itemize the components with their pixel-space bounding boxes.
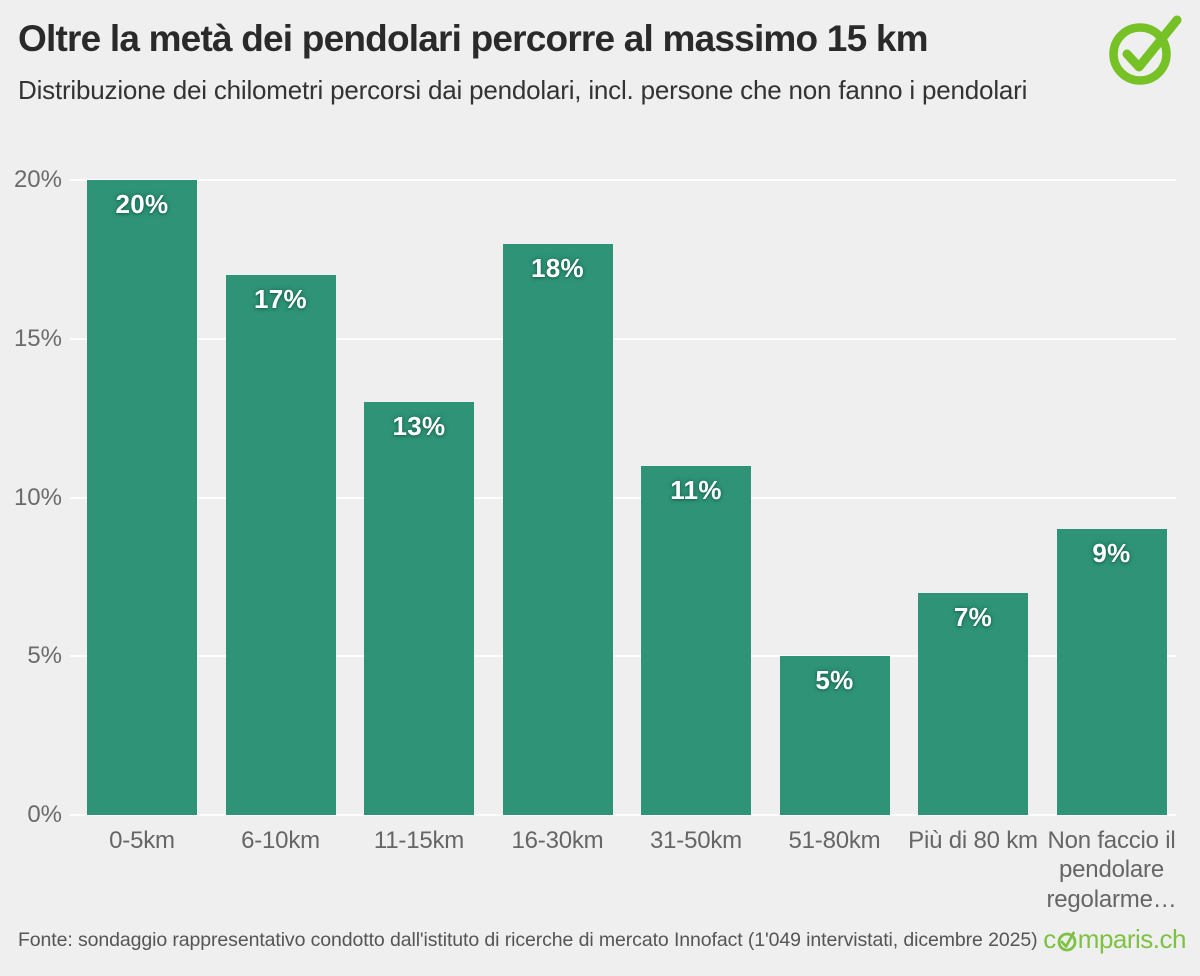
gridline <box>70 814 1176 816</box>
gridline <box>70 179 1176 181</box>
bar-31-50km: 11% <box>641 465 751 815</box>
comparis-logo[interactable]: c mparis.ch <box>1043 924 1186 955</box>
chart-subtitle: Distribuzione dei chilometri percorsi da… <box>18 74 1028 105</box>
bar-value-label: 9% <box>1092 538 1131 569</box>
bar-51-80km: 5% <box>779 656 890 815</box>
x-axis-label: Non faccio il pendolare regolarme… <box>1046 827 1177 913</box>
bar-11-15km: 13% <box>364 402 474 815</box>
bar-value-label: 20% <box>115 189 169 219</box>
bar-value-label: 7% <box>953 601 993 632</box>
bar-value-label: 17% <box>254 284 307 315</box>
x-axis-label: Più di 80 km <box>908 827 1038 854</box>
x-axis-label: 11-15km <box>373 827 465 854</box>
source-note: Fonte: sondaggio rappresentativo condott… <box>18 929 1038 951</box>
x-axis-label: 0-5km <box>109 827 175 854</box>
chart-title: Oltre la metà dei pendolari percorre al … <box>18 18 929 59</box>
gridline <box>70 655 1176 658</box>
x-axis-label: 16-30km <box>511 827 604 854</box>
bar-pi-di-80-km: 7% <box>918 592 1028 815</box>
x-axis-label: 6-10km <box>241 827 320 854</box>
bar-16-30km: 18% <box>502 243 613 815</box>
y-axis-tick-label: 15% <box>13 324 62 352</box>
bar-non-faccio-il-pendolare-regolarme-: 9% <box>1056 529 1167 815</box>
gridline <box>70 337 1176 340</box>
y-axis-tick-label: 5% <box>27 642 62 670</box>
y-axis-tick-label: 10% <box>13 483 62 511</box>
bar-0-5km: 20% <box>87 180 197 815</box>
gridline <box>70 496 1176 499</box>
y-axis-tick-label: 0% <box>27 801 62 828</box>
comparis-logo-suffix: mparis.ch <box>1077 924 1187 954</box>
comparis-logo-prefix: c <box>1043 924 1056 954</box>
y-axis-tick-label: 20% <box>13 166 62 193</box>
x-axis-label: 51-80km <box>788 827 881 854</box>
x-axis-label: 31-50km <box>650 827 742 854</box>
bar-value-label: 13% <box>392 411 446 442</box>
bar-value-label: 5% <box>815 665 854 696</box>
bar-value-label: 11% <box>670 474 722 505</box>
check-circle-icon <box>1108 10 1188 93</box>
bar-6-10km: 17% <box>225 275 336 815</box>
bar-value-label: 18% <box>531 252 584 283</box>
comparis-check-icon <box>1057 931 1077 951</box>
chart-header: Oltre la metà dei pendolari percorre al … <box>18 18 1090 107</box>
